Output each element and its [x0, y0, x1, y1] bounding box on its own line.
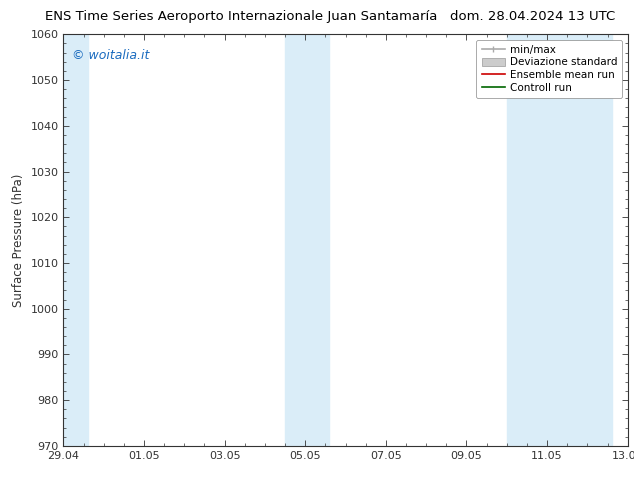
- Bar: [60, 34, 87, 446]
- Bar: [285, 34, 330, 446]
- Bar: [507, 34, 612, 446]
- Y-axis label: Surface Pressure (hPa): Surface Pressure (hPa): [12, 173, 25, 307]
- Text: ENS Time Series Aeroporto Internazionale Juan Santamaría: ENS Time Series Aeroporto Internazionale…: [45, 10, 437, 23]
- Text: dom. 28.04.2024 13 UTC: dom. 28.04.2024 13 UTC: [450, 10, 615, 23]
- Legend: min/max, Deviazione standard, Ensemble mean run, Controll run: min/max, Deviazione standard, Ensemble m…: [476, 40, 623, 98]
- Text: © woitalia.it: © woitalia.it: [72, 49, 149, 62]
